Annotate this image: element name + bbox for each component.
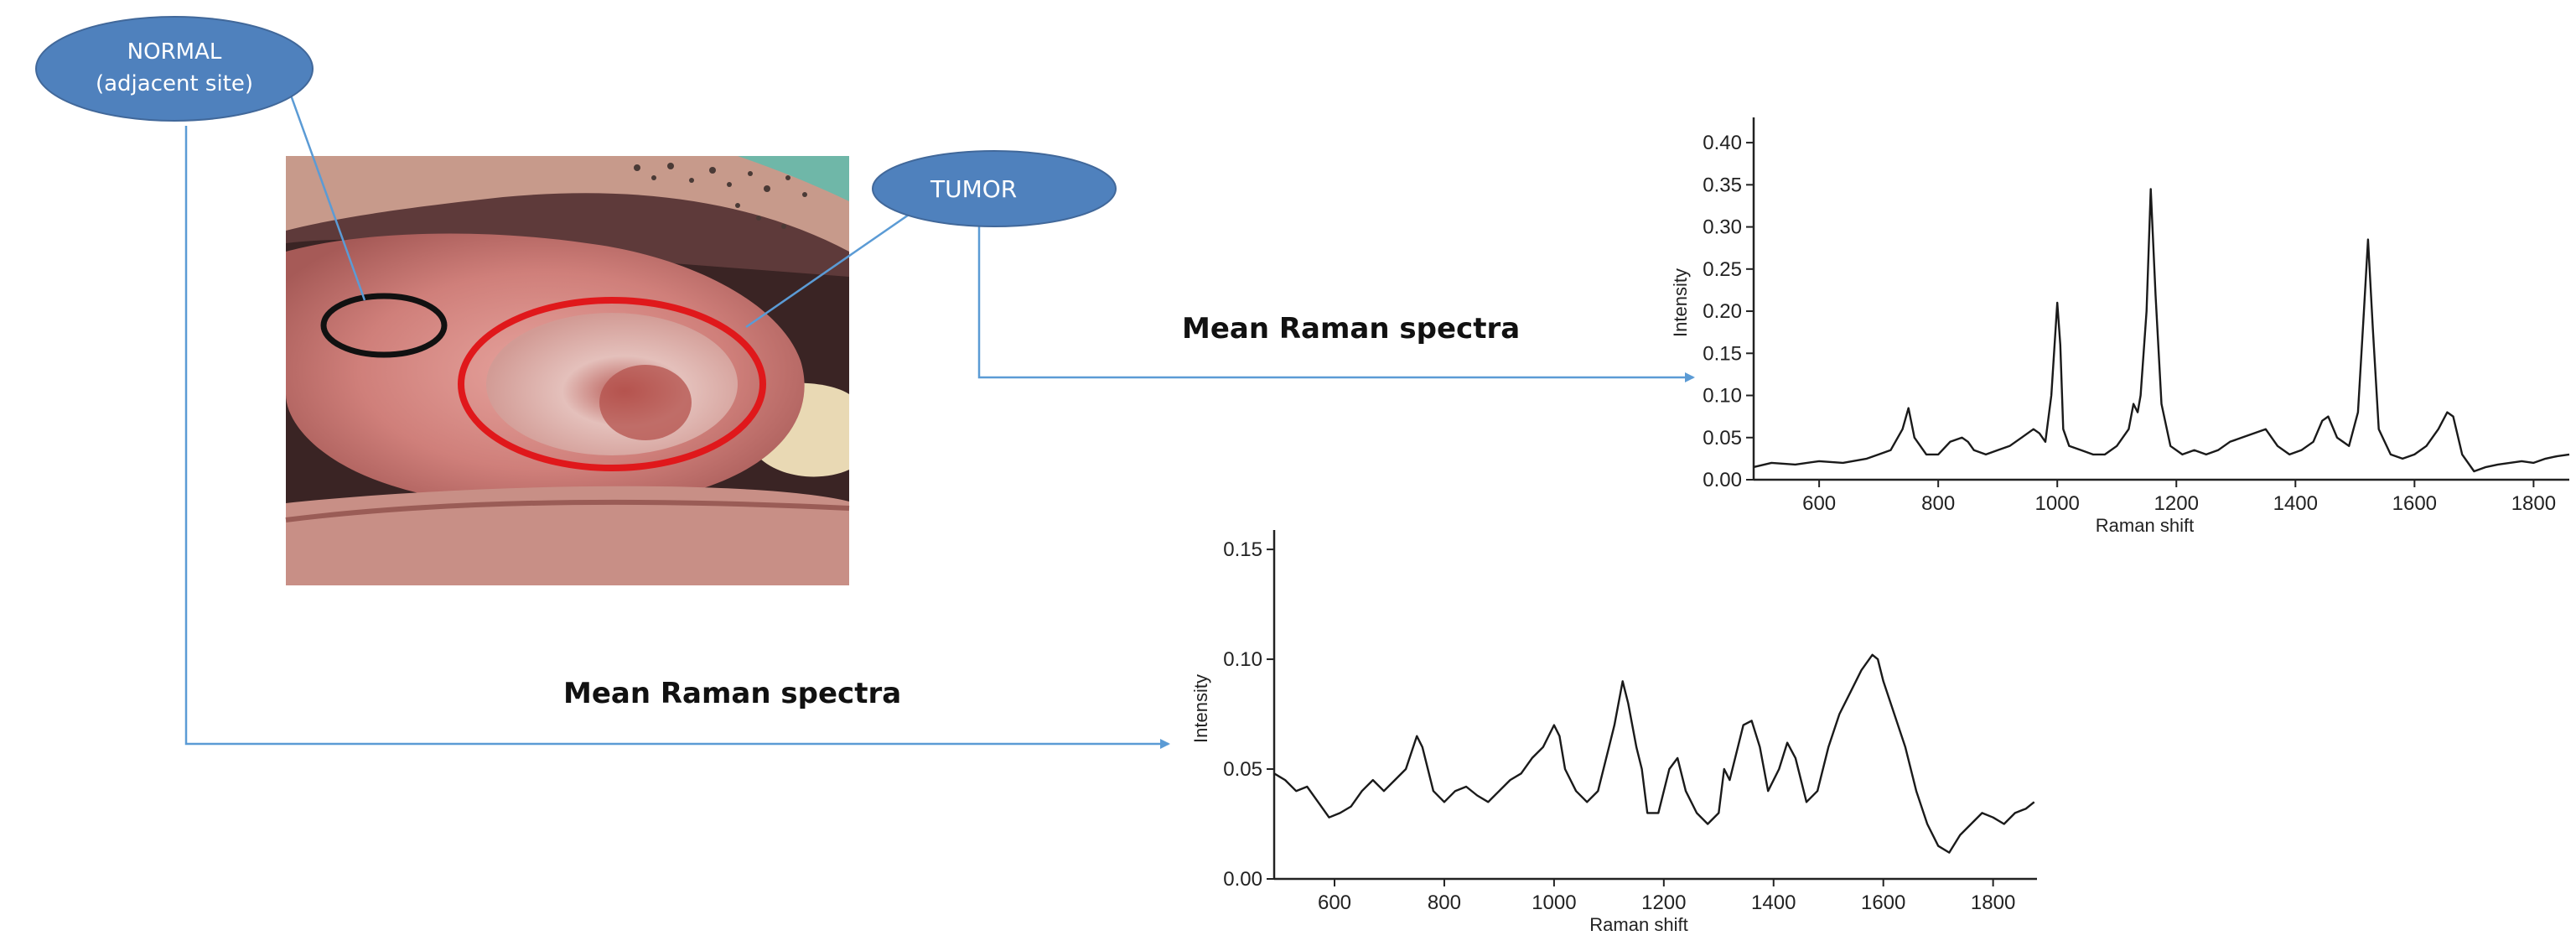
- tumor-bubble-shape: [872, 150, 1117, 227]
- tumor-y-tick-label: 0.25: [1703, 258, 1742, 281]
- normal-x-tick-label: 1400: [1751, 891, 1796, 914]
- tumor-leader-line: [745, 204, 923, 329]
- lower-lip-inner: [285, 499, 850, 522]
- lower-lip: [286, 486, 849, 585]
- normal-connector-arrow: [184, 126, 1170, 749]
- tumor-y-axis-title: Intensity: [1670, 268, 1691, 337]
- normal-y-tick-label: 0.05: [1223, 758, 1262, 781]
- normal-label-bubble: NORMAL (adjacent site): [35, 16, 314, 122]
- normal-x-tick-label: 1200: [1641, 891, 1686, 914]
- tumor-label: TUMOR: [930, 175, 1017, 203]
- normal-spectrum-chart: 0.00 0.05 0.10 0.15 600 800 1000 1200 1400 1600 18…: [1190, 530, 2037, 935]
- tumor-y-tick-label: 0.00: [1703, 469, 1742, 491]
- lesion-core: [599, 365, 692, 440]
- normal-x-tick-label: 600: [1318, 891, 1351, 914]
- normal-y-tick-label: 0.15: [1223, 538, 1262, 561]
- tumor-x-tick-label: 1200: [2154, 492, 2199, 515]
- normal-y-tick-label: 0.10: [1223, 648, 1262, 671]
- normal-y-tick-label: 0.00: [1223, 868, 1262, 891]
- tumor-x-tick-label: 1600: [2392, 492, 2437, 515]
- normal-x-axis-title: Raman shift: [1589, 914, 1687, 935]
- tumor-y-tick-label: 0.15: [1703, 342, 1742, 365]
- tumor-y-tick-label: 0.40: [1703, 132, 1742, 154]
- tumor-y-tick-label: 0.35: [1703, 174, 1742, 196]
- normal-x-tick-label: 800: [1428, 891, 1461, 914]
- tumor-spectrum-line: [1753, 188, 2570, 473]
- normal-spectra-caption: Mean Raman spectra: [563, 677, 901, 710]
- tumor-y-tick-label: 0.30: [1703, 216, 1742, 239]
- tumor-site-marker: [458, 297, 766, 471]
- tumor-y-tick-label: 0.10: [1703, 385, 1742, 408]
- tumor-connector-arrow: [977, 220, 1695, 382]
- tumor-y-tick-label: 0.20: [1703, 300, 1742, 323]
- normal-x-tick-label: 1000: [1532, 891, 1576, 914]
- upper-skin: [286, 156, 849, 252]
- background-corner: [738, 156, 849, 201]
- normal-label-line1: NORMAL: [127, 39, 222, 65]
- tumor-x-tick-label: 800: [1921, 492, 1955, 515]
- tumor-spectrum-chart: 0.00 0.05 0.10 0.15 0.20 0.25 0.30 0.35 0.40 600 8…: [1670, 117, 2570, 536]
- tumor-x-tick-label: 600: [1802, 492, 1836, 515]
- normal-bubble-shape: [35, 16, 314, 122]
- normal-spectrum-line: [1273, 653, 2035, 854]
- tumor-x-tick-label: 1400: [2273, 492, 2318, 515]
- oral-lesion-photo: [285, 156, 850, 585]
- normal-label-line2: (adjacent site): [96, 71, 253, 96]
- normal-x-tick-label: 1600: [1861, 891, 1905, 914]
- tumor-y-tick-label: 0.05: [1703, 427, 1742, 450]
- tumor-x-tick-label: 1800: [2511, 492, 2556, 515]
- normal-leader-line: [288, 90, 366, 301]
- normal-site-marker: [320, 293, 448, 358]
- tumor-x-tick-label: 1000: [2035, 492, 2080, 515]
- tumor-spectra-caption: Mean Raman spectra: [1182, 312, 1520, 346]
- normal-y-axis-title: Intensity: [1190, 674, 1211, 743]
- normal-x-tick-label: 1800: [1971, 891, 2015, 914]
- tumor-x-axis-title: Raman shift: [2096, 515, 2194, 536]
- tumor-label-bubble: TUMOR: [872, 150, 1117, 227]
